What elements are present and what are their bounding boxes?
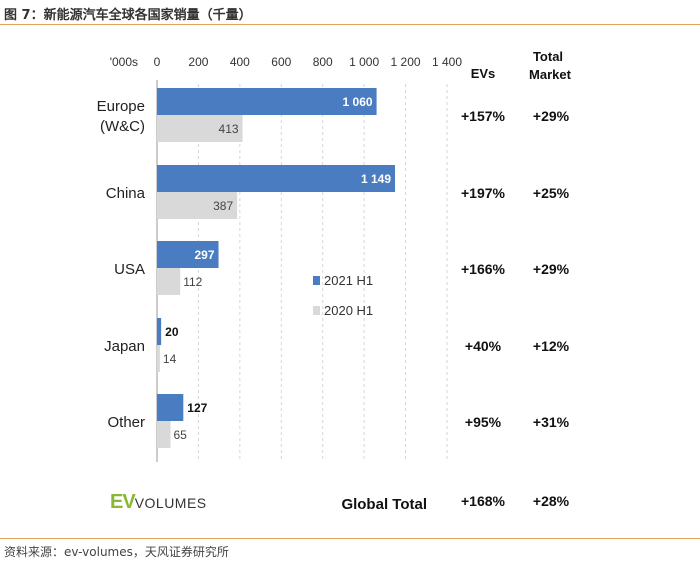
x-tick-label: 800 xyxy=(313,55,333,69)
bar-label-2020: 112 xyxy=(183,275,202,289)
growth-value: +29% xyxy=(533,108,570,124)
source-rule xyxy=(0,538,700,539)
x-tick-label: 1 400 xyxy=(432,55,462,69)
growth-value: +31% xyxy=(533,414,570,430)
bar-label-2021: 297 xyxy=(194,248,214,262)
legend-swatch xyxy=(313,306,320,315)
logo-volumes-text: VOLUMES xyxy=(134,495,207,511)
category-label: (W&C) xyxy=(100,118,145,135)
logo-ev-text: EV xyxy=(110,491,136,513)
bar-2021 xyxy=(157,394,184,421)
bar-label-2020: 65 xyxy=(173,428,187,442)
x-tick-label: 600 xyxy=(271,55,291,69)
global-total-label: Global Total xyxy=(341,496,427,513)
category-label: Japan xyxy=(104,338,145,355)
growth-value: +166% xyxy=(461,261,506,277)
growth-header: EVs xyxy=(471,66,496,81)
bar-2021 xyxy=(157,318,162,345)
bar-2021 xyxy=(157,165,396,192)
x-tick-label: 1 200 xyxy=(391,55,421,69)
category-label: Europe xyxy=(97,98,145,115)
growth-header: Market xyxy=(529,67,572,82)
bar-label-2020: 413 xyxy=(219,122,239,136)
category-label: USA xyxy=(114,261,145,278)
bar-2021 xyxy=(157,88,377,115)
legend-swatch xyxy=(313,276,320,285)
category-label: Other xyxy=(107,414,145,431)
growth-value: +25% xyxy=(533,185,570,201)
bar-label-2020: 14 xyxy=(163,352,177,366)
bar-2020 xyxy=(157,421,171,448)
growth-value: +157% xyxy=(461,108,506,124)
bar-label-2021: 127 xyxy=(187,401,207,415)
x-tick-label: 1 000 xyxy=(349,55,379,69)
x-tick-label: 0 xyxy=(154,55,161,69)
bar-label-2021: 20 xyxy=(165,325,179,339)
growth-value: +40% xyxy=(465,338,502,354)
bar-label-2021: 1 060 xyxy=(343,95,373,109)
title-rule xyxy=(0,24,700,25)
bar-2020 xyxy=(157,345,160,372)
growth-value: +12% xyxy=(533,338,570,354)
ev-volumes-logo: EVVOLUMES xyxy=(110,491,207,514)
figure-title: 图 7：新能源汽车全球各国家销量（千量） xyxy=(4,8,252,23)
legend-label: 2020 H1 xyxy=(324,303,373,318)
growth-value: +95% xyxy=(465,414,502,430)
bar-2020 xyxy=(157,115,243,142)
x-tick-label: 400 xyxy=(230,55,250,69)
bar-2020 xyxy=(157,192,238,219)
source-note: 资料来源：ev-volumes，天风证券研究所 xyxy=(4,545,229,559)
growth-header: Total xyxy=(533,49,563,64)
x-tick-label: 200 xyxy=(188,55,208,69)
category-label: China xyxy=(106,185,146,202)
ev-sales-chart: '000s 0 200 400 600 800 1 000 1 200 1 400 1 060 41… xyxy=(97,49,572,513)
global-total-value: +168% xyxy=(461,493,506,509)
legend-label: 2021 H1 xyxy=(324,273,373,288)
bar-2020 xyxy=(157,268,181,295)
bar-label-2020: 387 xyxy=(213,199,233,213)
global-total-value: +28% xyxy=(533,493,570,509)
bar-label-2021: 1 149 xyxy=(361,172,391,186)
bar-2021 xyxy=(157,241,219,268)
unit-label: '000s xyxy=(110,55,138,69)
growth-value: +197% xyxy=(461,185,506,201)
growth-value: +29% xyxy=(533,261,570,277)
